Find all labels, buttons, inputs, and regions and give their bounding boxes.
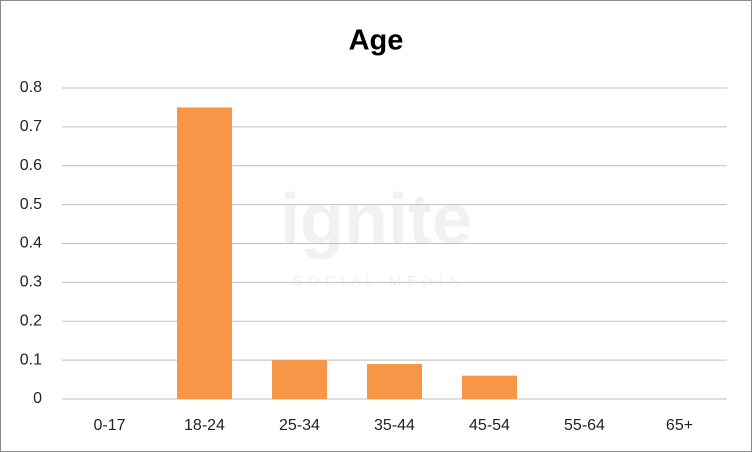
y-tick-label: 0.3	[20, 274, 42, 291]
watermark-tagline: SOCIAL MEDIA	[292, 273, 463, 289]
chart-title: Age	[349, 25, 404, 57]
y-tick-label: 0.7	[20, 118, 42, 135]
y-tick-label: 0.5	[20, 196, 42, 213]
bar	[177, 107, 232, 399]
y-tick-label: 0	[33, 390, 42, 407]
x-tick-label: 25-34	[279, 417, 320, 434]
y-tick-label: 0.1	[20, 351, 42, 368]
bar	[462, 375, 517, 399]
x-tick-label: 45-54	[469, 417, 510, 434]
bar	[272, 360, 327, 399]
y-tick-label: 0.4	[20, 235, 42, 252]
y-tick-label: 0.6	[20, 157, 42, 174]
x-tick-label: 18-24	[184, 417, 225, 434]
x-tick-label: 55-64	[564, 417, 605, 434]
watermark-logo: ignite	[280, 180, 472, 260]
x-tick-label: 0-17	[93, 417, 125, 434]
y-tick-label: 0.8	[20, 79, 42, 96]
x-tick-label: 35-44	[374, 417, 415, 434]
x-tick-label: 65+	[666, 417, 693, 434]
y-tick-label: 0.2	[20, 312, 42, 329]
bar	[367, 364, 422, 399]
